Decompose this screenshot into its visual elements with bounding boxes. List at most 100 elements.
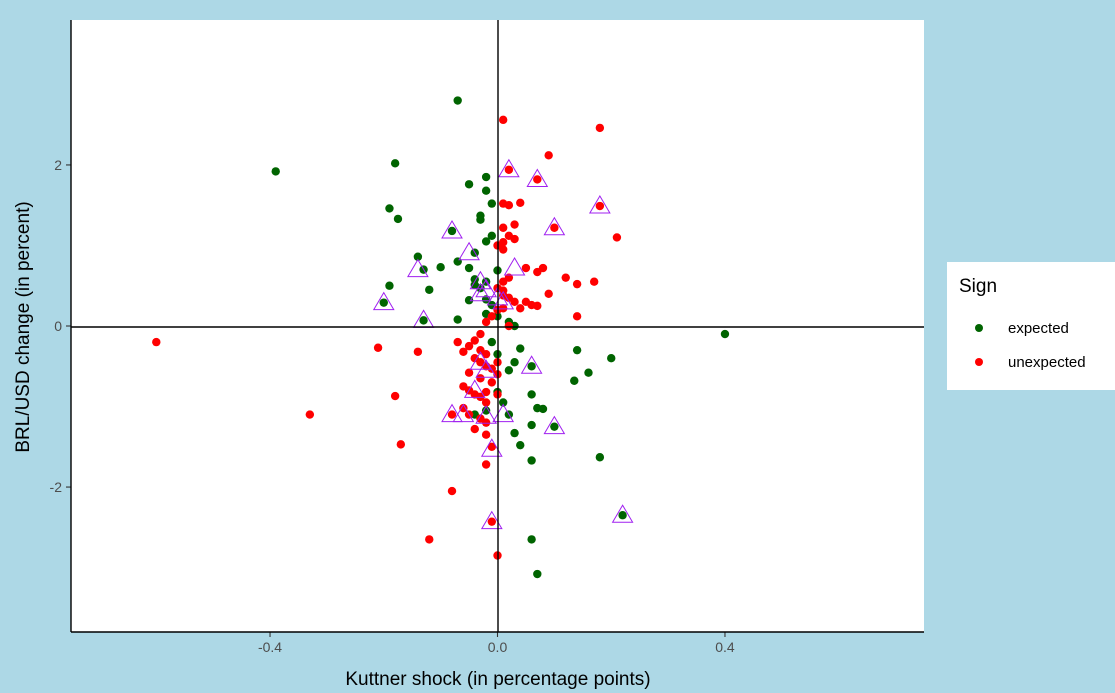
- point-expected: [527, 390, 536, 399]
- point-unexpected: [425, 535, 434, 544]
- point-unexpected: [572, 312, 582, 321]
- highlight-triangle: [469, 282, 492, 302]
- highlight-triangle: [452, 403, 475, 423]
- point-expected: [379, 298, 388, 307]
- point-unexpected: [487, 517, 497, 526]
- point-expected: [464, 263, 474, 273]
- point-unexpected: [481, 349, 491, 359]
- point-unexpected: [447, 486, 457, 496]
- point-unexpected: [476, 329, 485, 339]
- highlight-triangle: [463, 379, 486, 398]
- x-tick-label: 0.4: [715, 639, 735, 655]
- point-unexpected: [510, 234, 519, 244]
- point-expected: [487, 231, 497, 241]
- point-unexpected: [516, 198, 525, 207]
- point-unexpected: [487, 312, 497, 321]
- point-unexpected: [459, 403, 468, 413]
- point-unexpected: [504, 165, 514, 174]
- point-expected: [527, 362, 536, 371]
- legend-key-expected: [975, 324, 983, 332]
- point-unexpected: [498, 199, 508, 208]
- point-unexpected: [413, 347, 423, 356]
- y-tick-label: -2: [50, 479, 63, 495]
- point-unexpected: [481, 460, 491, 469]
- point-expected: [453, 96, 462, 105]
- point-expected: [618, 511, 627, 520]
- point-expected: [498, 398, 508, 407]
- point-unexpected: [516, 304, 525, 313]
- point-expected: [487, 337, 497, 347]
- point-expected: [584, 368, 593, 377]
- point-unexpected: [464, 368, 474, 377]
- point-unexpected: [447, 410, 457, 419]
- point-expected: [481, 172, 491, 182]
- point-unexpected: [152, 337, 161, 347]
- point-unexpected: [476, 392, 485, 402]
- point-unexpected: [373, 343, 383, 352]
- y-tick-label: 2: [54, 157, 62, 173]
- legend-title: Sign: [959, 276, 997, 297]
- point-unexpected: [498, 245, 508, 254]
- point-expected: [572, 345, 582, 355]
- point-expected: [720, 329, 730, 339]
- highlight-triangle: [458, 241, 480, 261]
- y-tick-label: 0: [54, 318, 62, 334]
- highlight-triangle: [480, 510, 503, 530]
- point-expected: [510, 428, 519, 438]
- highlight-triangle: [611, 504, 634, 523]
- point-unexpected: [544, 151, 553, 160]
- point-expected: [533, 569, 542, 579]
- point-unexpected: [481, 317, 491, 327]
- y-axis-title: BRL/USD change (in percent): [13, 201, 34, 452]
- point-expected: [464, 180, 474, 189]
- point-unexpected: [533, 267, 542, 277]
- legend-label-expected: expected: [1008, 320, 1069, 337]
- point-expected: [481, 237, 491, 246]
- point-expected: [464, 296, 474, 305]
- point-unexpected: [498, 277, 508, 286]
- point-expected: [385, 281, 394, 290]
- point-unexpected: [550, 223, 559, 232]
- x-tick-label: 0.0: [488, 639, 508, 655]
- point-expected: [476, 215, 485, 224]
- legend-label-unexpected: unexpected: [1008, 354, 1086, 371]
- point-unexpected: [595, 123, 605, 133]
- point-expected: [413, 252, 423, 261]
- x-axis-title: Kuttner shock (in percentage points): [345, 669, 650, 690]
- point-expected: [419, 316, 428, 325]
- point-unexpected: [510, 220, 519, 229]
- point-unexpected: [561, 273, 570, 282]
- point-expected: [393, 214, 403, 224]
- point-unexpected: [481, 398, 491, 407]
- legend-box: [947, 262, 1115, 390]
- point-unexpected: [510, 297, 519, 307]
- y-axis-ticks: -2 0 2: [50, 157, 71, 495]
- point-unexpected: [498, 223, 508, 232]
- point-expected: [436, 263, 445, 272]
- point-expected: [538, 404, 548, 414]
- point-expected: [550, 422, 559, 431]
- point-unexpected: [487, 442, 497, 451]
- point-expected: [516, 440, 525, 450]
- point-unexpected: [305, 410, 315, 419]
- x-tick-label: -0.4: [258, 639, 282, 655]
- point-expected: [607, 354, 616, 363]
- highlight-triangle: [475, 359, 498, 378]
- point-unexpected: [481, 418, 491, 427]
- point-expected: [390, 159, 400, 168]
- point-expected: [481, 406, 491, 415]
- highlight-triangle: [543, 415, 566, 435]
- point-unexpected: [487, 378, 497, 387]
- highlight-triangle: [441, 403, 463, 423]
- point-unexpected: [453, 337, 462, 347]
- highlight-triangle: [475, 405, 498, 424]
- highlight-triangle: [497, 158, 520, 178]
- highlight-triangle: [441, 219, 463, 239]
- point-expected: [527, 456, 536, 465]
- point-expected: [271, 167, 280, 176]
- point-unexpected: [589, 277, 599, 286]
- point-unexpected: [464, 341, 474, 351]
- point-expected: [504, 366, 514, 375]
- data-points: [152, 96, 730, 579]
